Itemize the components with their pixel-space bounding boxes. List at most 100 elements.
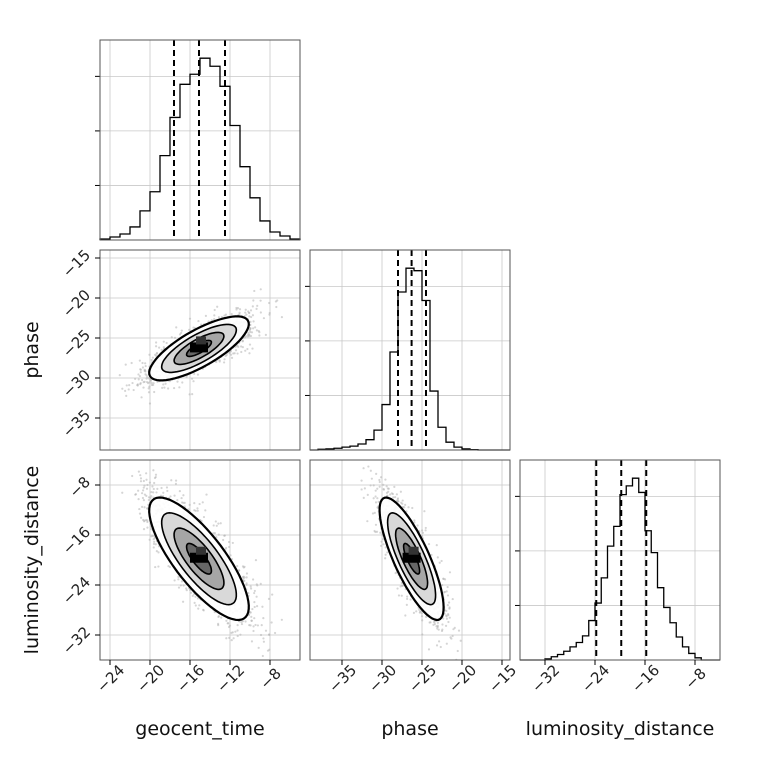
sample-point — [140, 396, 143, 399]
sample-point — [146, 483, 149, 487]
sample-point — [178, 386, 181, 389]
sample-point — [188, 393, 191, 396]
sample-point — [155, 550, 158, 553]
sample-point — [127, 388, 130, 391]
sample-point — [130, 361, 133, 365]
sample-point — [144, 364, 147, 368]
sample-point — [165, 341, 168, 345]
sample-point — [446, 594, 450, 597]
sample-point — [382, 538, 385, 541]
sample-point — [255, 595, 258, 598]
sample-point — [236, 629, 239, 632]
sample-point — [145, 478, 148, 481]
sample-point — [377, 500, 380, 503]
sample-point — [137, 378, 140, 381]
sample-point — [139, 477, 143, 480]
sample-point — [230, 639, 233, 642]
sample-point — [259, 299, 262, 302]
sample-point — [459, 639, 462, 642]
sample-point — [151, 485, 154, 488]
sample-point — [421, 529, 424, 532]
sample-point — [425, 615, 428, 618]
sample-point — [249, 320, 252, 323]
sample-point — [137, 489, 140, 492]
sample-point — [395, 493, 398, 496]
sample-point — [251, 578, 255, 581]
sample-point — [393, 485, 396, 488]
sample-point — [140, 492, 144, 495]
sample-point — [253, 591, 256, 595]
sample-point — [154, 345, 158, 348]
sample-point — [193, 372, 196, 375]
sample-point — [374, 495, 377, 498]
sample-point — [379, 476, 383, 479]
sample-point — [196, 507, 199, 510]
sample-point — [131, 474, 134, 478]
sample-point — [150, 495, 153, 498]
sample-point — [180, 501, 184, 504]
sample-point — [142, 386, 145, 389]
sample-point — [152, 546, 155, 549]
sample-point — [262, 617, 265, 620]
sample-point — [238, 311, 241, 314]
sample-point — [212, 524, 215, 527]
sample-point — [252, 327, 255, 330]
sample-point — [457, 629, 461, 632]
sample-point — [436, 556, 439, 559]
sample-point — [427, 542, 431, 546]
sample-point — [147, 391, 151, 394]
sample-point — [247, 591, 250, 595]
sample-point — [152, 487, 155, 491]
sample-point — [178, 490, 181, 493]
sample-point — [241, 340, 244, 343]
sample-point — [143, 484, 146, 487]
sample-point — [121, 387, 124, 390]
sample-point — [137, 373, 140, 376]
sample-point — [142, 479, 145, 483]
sample-point — [177, 578, 180, 581]
sample-point — [380, 540, 383, 543]
sample-point — [225, 637, 228, 640]
sample-point — [192, 380, 195, 383]
sample-point — [374, 501, 378, 504]
sample-point — [148, 402, 152, 405]
sample-point — [397, 500, 400, 503]
sample-point — [158, 346, 161, 349]
sample-point — [259, 582, 262, 585]
sample-point — [236, 624, 239, 627]
sample-point — [229, 353, 233, 356]
sample-point — [249, 327, 252, 330]
sample-point — [216, 305, 219, 308]
sample-point — [198, 502, 201, 506]
sample-point — [212, 532, 215, 535]
sample-point — [217, 522, 220, 525]
sample-point — [128, 384, 131, 387]
sample-point — [224, 313, 228, 316]
density-layer — [121, 469, 283, 658]
sample-point — [438, 561, 441, 564]
sample-point — [144, 362, 147, 365]
sample-point — [138, 359, 141, 362]
histogram-panel-luminosity_distance — [515, 459, 721, 661]
panel-frame — [309, 249, 511, 451]
sample-point — [176, 380, 179, 383]
sample-point — [250, 619, 253, 622]
sample-point — [215, 535, 218, 539]
sample-point — [183, 501, 186, 504]
sample-point — [166, 489, 169, 493]
sample-point — [384, 546, 387, 549]
sample-point — [222, 361, 226, 364]
sample-point — [174, 482, 178, 485]
sample-point — [236, 634, 239, 638]
sample-point — [379, 531, 382, 534]
sample-point — [193, 502, 196, 505]
sample-point — [250, 640, 254, 643]
sample-point — [248, 352, 251, 355]
sample-point — [256, 624, 260, 627]
sample-point — [261, 605, 264, 608]
sample-point — [175, 326, 178, 329]
sample-point — [396, 498, 399, 501]
sample-point — [246, 347, 249, 351]
sample-point — [134, 377, 137, 380]
sample-point — [246, 335, 249, 338]
